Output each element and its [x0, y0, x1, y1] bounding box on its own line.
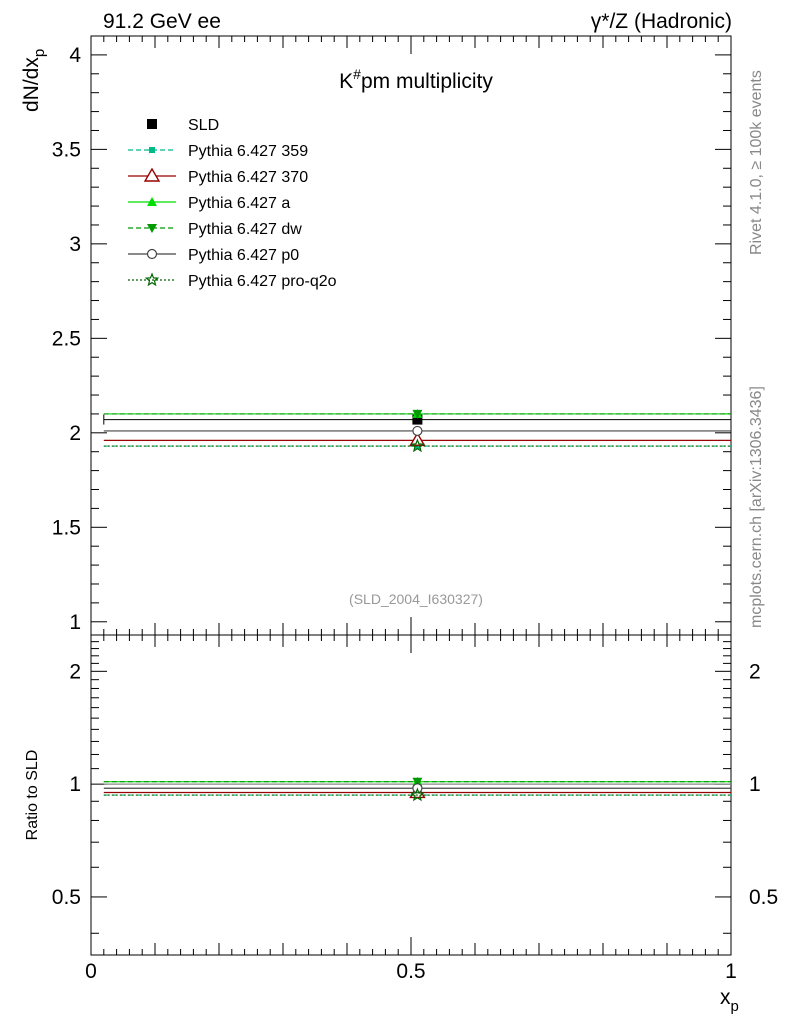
marker-triangle-down [147, 224, 157, 233]
marker-star-open [144, 272, 160, 287]
ratio-y-ticks: 0.5 0.5 1 1 2 2 [52, 641, 778, 934]
main-title: K#pm multiplicity [339, 66, 493, 93]
marker-star-open [410, 438, 425, 453]
x-tick-label: 0 [85, 960, 97, 983]
legend-marker-0 [147, 119, 157, 129]
main-y-tick-label: 1 [69, 611, 81, 634]
main-y-tick-label: 1.5 [52, 516, 81, 539]
rivet-version-label: Rivet 4.1.0, ≥ 100k events [748, 70, 765, 255]
ratio-y-axis-label: Ratio to SLD [24, 750, 41, 841]
legend-marker-1 [149, 147, 155, 153]
main-plot-frame [90, 35, 732, 636]
ratio-y-tick-label-right: 2 [749, 660, 761, 683]
main-point-0 [412, 414, 423, 425]
legend-label: Pythia 6.427 359 [188, 143, 308, 160]
main-y-tick-label: 3 [69, 233, 81, 256]
ratio-y-tick-label: 0.5 [52, 886, 81, 909]
marker-square [412, 414, 423, 425]
main-y-ticks: 1 1.5 2 2.5 3 3.5 4 [52, 35, 731, 634]
main-y-tick-label: 4 [69, 44, 81, 67]
legend-label: Pythia 6.427 pro-q2o [188, 273, 337, 290]
ratio-y-tick-label: 2 [69, 660, 81, 683]
ratio-point-3 [412, 777, 423, 787]
main-y-axis-label: dN/dxp [20, 49, 48, 112]
ratio-y-tick-label-right: 0.5 [749, 886, 778, 909]
x-ticks: 0 0.5 1 [85, 36, 737, 983]
main-y-tick-label: 2 [69, 422, 81, 445]
legend-marker-3 [147, 197, 157, 206]
main-point-5 [412, 425, 423, 437]
ratio-series-group [103, 776, 731, 802]
legend-label: Pythia 6.427 370 [188, 169, 308, 186]
marker-triangle-down [412, 409, 423, 419]
marker-square [147, 119, 157, 129]
x-axis-label: xp [720, 986, 739, 1015]
marker-triangle-open [143, 167, 161, 182]
x-tick-label: 0.5 [396, 960, 425, 983]
marker-square-small [149, 147, 155, 153]
legend-marker-4 [147, 224, 157, 233]
main-point-6 [410, 438, 425, 453]
ratio-y-tick-label-right: 1 [749, 773, 761, 796]
marker-star-open [410, 787, 425, 802]
legend-label: SLD [188, 117, 219, 134]
marker-triangle-down [412, 777, 423, 787]
legend: SLD Pythia 6.427 359 Pythia 6.427 370 Pythi… [128, 117, 337, 290]
main-y-tick-label: 3.5 [52, 138, 81, 161]
legend-marker-5 [146, 248, 158, 260]
legend-marker-2 [143, 167, 161, 182]
main-series-group [103, 408, 731, 453]
legend-marker-6 [144, 272, 160, 287]
marker-circle-open [146, 248, 158, 260]
header-right-label: γ*/Z (Hadronic) [591, 10, 732, 33]
ratio-y-tick-label: 1 [69, 773, 81, 796]
header-left-label: 91.2 GeV ee [103, 10, 221, 33]
x-tick-label: 1 [725, 960, 737, 983]
main-y-tick-label: 2.5 [52, 327, 81, 350]
legend-label: Pythia 6.427 a [188, 195, 290, 212]
main-point-4 [412, 409, 423, 419]
mcplots-label: mcplots.cern.ch [arXiv:1306.3436] [748, 386, 765, 628]
legend-label: Pythia 6.427 dw [188, 221, 302, 238]
marker-triangle [147, 197, 157, 206]
analysis-watermark: (SLD_2004_I630327) [349, 591, 483, 607]
ratio-point-5 [410, 787, 425, 802]
legend-label: Pythia 6.427 p0 [188, 247, 299, 264]
marker-circle-open [412, 425, 423, 437]
